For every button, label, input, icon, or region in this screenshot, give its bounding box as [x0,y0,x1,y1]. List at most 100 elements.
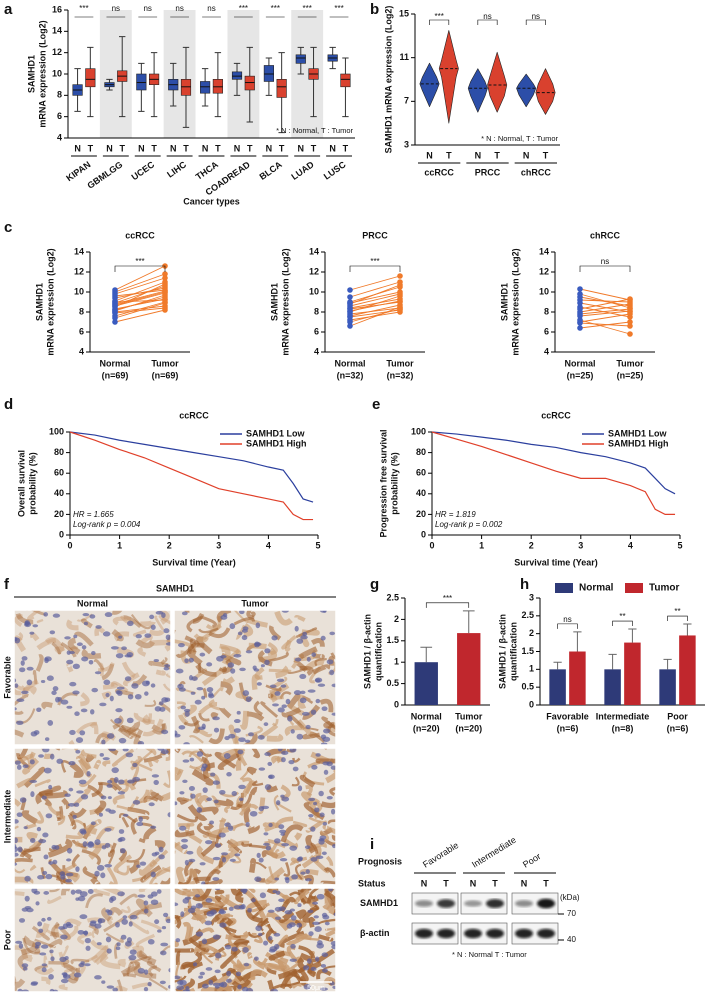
nucleus [274,877,280,881]
nucleus [16,698,25,702]
stain [248,858,257,873]
stain [298,945,316,959]
nucleus [322,736,331,742]
nucleus [147,894,154,899]
nucleus [106,733,115,739]
nucleus [285,877,290,884]
nucleus [231,946,238,952]
nucleus [226,772,232,777]
stain [68,739,75,745]
sig-bracket [425,602,470,608]
nucleus [84,937,91,944]
nucleus [14,683,19,688]
nucleus [280,684,287,688]
stain [198,712,210,722]
nucleus [215,952,222,959]
pair-line [114,281,166,302]
x-tick-label: 0 [429,540,434,550]
stain [112,794,125,805]
sig-label: ns [563,615,571,624]
nucleus [159,980,166,985]
stain [22,954,33,963]
y-tick-label: 1 [394,657,399,667]
nucleus [26,679,33,686]
nucleus [242,947,249,953]
nucleus [212,780,220,785]
nucleus [312,901,319,905]
nucleus [323,769,329,775]
x-tick-label: N [234,143,241,153]
nucleus [86,770,91,777]
stain [35,654,44,672]
nucleus [294,657,302,662]
stain [256,957,268,966]
nucleus [103,679,111,686]
nucleus [107,779,113,784]
pair-line [349,308,401,323]
nucleus [38,928,44,933]
stain [191,715,201,734]
annotation: HR = 1.665 [73,510,114,519]
stain [200,986,216,992]
x-tick-label: (n=20) [413,723,440,733]
chart-title: ccRCC [179,410,209,420]
nucleus [66,847,73,854]
x-tick-label: T [543,150,549,160]
nucleus [36,826,42,832]
nucleus [224,944,232,950]
point [627,311,633,317]
point [162,275,168,281]
nucleus [219,789,226,795]
nucleus [48,784,53,790]
stain [277,957,290,976]
x-tick-label: Normal [334,358,365,368]
sig-label: *** [370,257,379,266]
point [112,319,118,325]
stain [320,880,336,885]
nucleus [136,864,141,868]
nucleus [160,749,169,755]
nucleus [285,698,291,705]
nucleus [189,757,195,762]
stain [272,849,280,859]
nucleus [212,982,221,987]
stain [61,797,70,810]
stain [147,757,160,768]
nucleus [150,683,156,688]
nucleus [194,699,202,705]
nucleus [104,612,113,618]
sig-label: ns [483,12,491,21]
y-tick-label: 100 [49,426,64,436]
stain [47,838,73,858]
nucleus [331,712,336,716]
stain [309,888,321,900]
y-tick-label: 1 [529,664,534,674]
stain [29,864,37,871]
x-tick-label: T [88,143,94,153]
nucleus [43,767,52,774]
nucleus [29,631,35,635]
nucleus [322,968,328,973]
nucleus [109,695,114,702]
stain [78,773,97,788]
category-label: LUAD [289,159,316,182]
nucleus [233,718,241,724]
nucleus [212,856,221,861]
nucleus [227,662,235,668]
stain [89,939,109,951]
stain [202,687,208,698]
point [627,319,633,325]
nucleus [209,909,217,915]
nucleus [175,938,181,943]
stain [120,961,141,977]
nucleus [233,728,241,733]
x-tick-label: T [247,143,253,153]
nucleus [18,918,26,923]
pair-line [349,293,401,307]
nucleus [314,956,320,962]
x-tick-label: (n=6) [667,723,689,733]
stain [89,722,99,735]
stain [75,721,98,734]
nucleus [38,754,44,758]
nucleus [213,799,219,804]
